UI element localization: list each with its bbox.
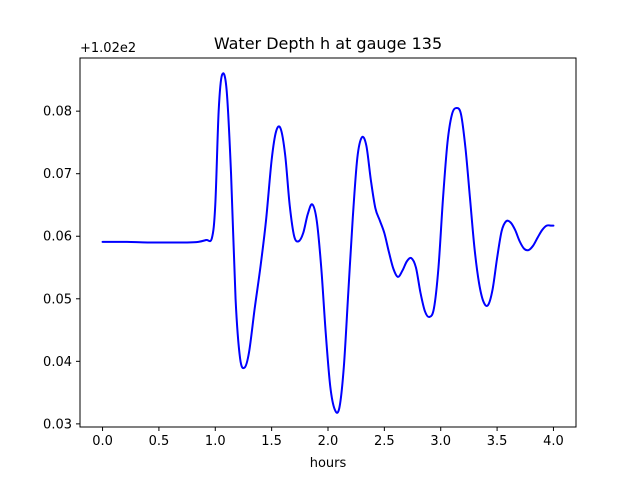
y-tick-label: 0.03 (43, 417, 72, 432)
y-tick-label: 0.06 (43, 230, 72, 245)
x-axis-ticks: 0.0 0.5 1.0 1.5 2.0 2.5 3.0 3.5 4.0 (92, 427, 564, 449)
y-axis-offset-text: +1.02e2 (80, 41, 136, 56)
series-line (101, 72, 555, 414)
x-tick-label: 1.5 (261, 434, 282, 449)
plot-area (101, 72, 555, 414)
y-tick-label: 0.04 (43, 355, 72, 370)
x-tick-label: 0.5 (149, 434, 170, 449)
axes-frame (79, 57, 577, 428)
y-tick-label: 0.05 (43, 292, 72, 307)
x-tick-label: 2.5 (374, 434, 395, 449)
x-tick-label: 1.0 (205, 434, 226, 449)
y-axis-ticks: 0.03 0.04 0.05 0.06 0.07 0.08 (43, 105, 80, 432)
y-tick-label: 0.08 (43, 105, 72, 120)
x-tick-label: 0.0 (92, 434, 113, 449)
y-tick-label: 0.07 (43, 167, 72, 182)
x-axis-label: hours (310, 456, 347, 471)
x-tick-label: 3.0 (430, 434, 451, 449)
x-tick-label: 4.0 (543, 434, 564, 449)
chart-title: Water Depth h at gauge 135 (214, 34, 442, 53)
x-tick-label: 3.5 (487, 434, 508, 449)
x-tick-label: 2.0 (318, 434, 339, 449)
